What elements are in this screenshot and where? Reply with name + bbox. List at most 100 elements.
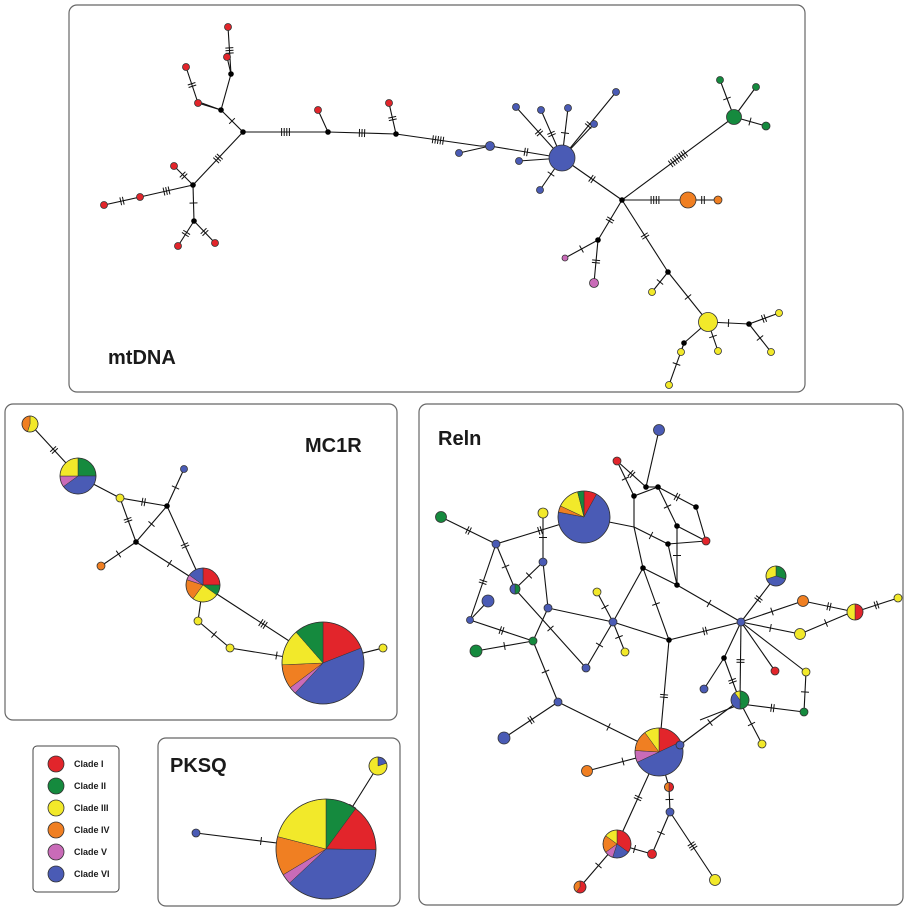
haplotype-node bbox=[665, 381, 673, 389]
median-vector-node bbox=[640, 565, 646, 571]
mutation-tick bbox=[171, 485, 180, 490]
mutation-tick bbox=[621, 476, 630, 481]
mutation-tick bbox=[526, 148, 529, 157]
mutation-tick bbox=[478, 581, 487, 585]
median-vector-node bbox=[746, 321, 752, 327]
mutation-tick bbox=[500, 626, 505, 635]
mutation-tick bbox=[214, 155, 222, 162]
mutation-tick bbox=[659, 696, 668, 699]
median-vector-node bbox=[674, 582, 680, 588]
haplotype-node bbox=[182, 63, 190, 71]
network-edge bbox=[676, 525, 707, 542]
mutation-tick bbox=[200, 227, 207, 235]
haplotype-pie-slice bbox=[509, 583, 516, 595]
haplotype-pie-slice bbox=[854, 603, 864, 621]
network-edge bbox=[440, 516, 497, 545]
haplotype-node bbox=[679, 191, 697, 209]
median-vector-node bbox=[666, 637, 672, 643]
mutation-tick bbox=[579, 245, 584, 253]
network-edge bbox=[740, 703, 805, 713]
haplotype-node bbox=[435, 511, 447, 523]
haplotype-pie-outline bbox=[281, 621, 365, 705]
mc1r-panel bbox=[4, 403, 398, 721]
mutation-tick bbox=[601, 604, 609, 610]
network-edge bbox=[119, 497, 168, 507]
haplotype-node bbox=[709, 874, 721, 886]
haplotype-node bbox=[797, 595, 809, 607]
haplotype-pie-outline bbox=[509, 583, 521, 595]
haplotype-node bbox=[512, 103, 520, 111]
network-edge bbox=[740, 621, 776, 672]
mutation-tick bbox=[119, 197, 123, 206]
haplotype-node bbox=[770, 666, 780, 676]
mtdna-title: mtDNA bbox=[108, 347, 176, 369]
haplotype-node bbox=[211, 239, 219, 247]
network-edge bbox=[469, 619, 534, 642]
legend-item: Clade III bbox=[47, 799, 109, 817]
mutation-tick bbox=[723, 96, 731, 101]
mutation-tick bbox=[560, 132, 570, 134]
mutation-tick bbox=[225, 47, 234, 49]
network-edge bbox=[667, 543, 678, 586]
mutation-tick bbox=[615, 635, 623, 639]
mutation-tick bbox=[216, 153, 224, 160]
mutation-tick bbox=[590, 176, 596, 184]
haplotype-node bbox=[648, 288, 656, 296]
mutation-tick bbox=[547, 171, 555, 177]
mutation-tick bbox=[503, 641, 506, 651]
haplotype-pie-outline bbox=[573, 880, 587, 894]
mutation-tick bbox=[682, 149, 689, 157]
mutation-tick bbox=[141, 497, 144, 506]
haplotype-node bbox=[665, 807, 675, 817]
mutation-tick bbox=[525, 572, 533, 579]
network-edge bbox=[612, 621, 670, 641]
median-vector-node bbox=[643, 484, 649, 490]
mutation-tick bbox=[467, 527, 472, 535]
mutation-tick bbox=[212, 157, 220, 164]
haplotype-node bbox=[698, 312, 718, 332]
haplotype-node bbox=[564, 104, 572, 112]
mutation-tick bbox=[674, 155, 680, 163]
mutation-tick bbox=[258, 618, 264, 627]
mutation-tick bbox=[748, 117, 752, 126]
mutation-tick bbox=[760, 315, 765, 323]
network-edge bbox=[616, 460, 647, 488]
mutation-tick bbox=[51, 447, 59, 455]
median-vector-node bbox=[595, 237, 601, 243]
haplotype-pie-outline bbox=[846, 603, 864, 621]
haplotype-node bbox=[620, 647, 630, 657]
mutation-tick bbox=[225, 49, 234, 52]
mutation-tick bbox=[498, 626, 503, 635]
mutation-tick bbox=[876, 600, 880, 609]
haplotype-node bbox=[224, 23, 232, 31]
legend-swatch-clade-1 bbox=[47, 755, 65, 773]
mutation-tick bbox=[143, 498, 146, 507]
mutation-tick bbox=[706, 599, 712, 608]
mutation-ticks bbox=[49, 47, 880, 869]
pksq-title: PKSQ bbox=[170, 755, 227, 777]
mutation-tick bbox=[148, 521, 155, 527]
mutation-tick bbox=[669, 158, 676, 166]
mutation-tick bbox=[605, 218, 614, 224]
network-edge bbox=[561, 91, 617, 159]
mutation-tick bbox=[629, 471, 636, 479]
haplotype-node bbox=[515, 157, 523, 165]
legend-label: Clade V bbox=[74, 847, 107, 857]
haplotype-node bbox=[548, 144, 576, 172]
network-edge bbox=[185, 66, 199, 104]
mutation-tick bbox=[707, 718, 713, 727]
network-edge bbox=[621, 199, 669, 273]
mutation-tick bbox=[633, 797, 642, 802]
median-vector-node bbox=[240, 129, 246, 135]
median-vector-node bbox=[631, 493, 637, 499]
network-edge bbox=[458, 145, 491, 154]
mutation-tick bbox=[527, 717, 533, 725]
haplotype-node bbox=[485, 141, 495, 151]
network-edge bbox=[317, 109, 329, 133]
network-edge bbox=[739, 621, 742, 701]
median-vector-node bbox=[674, 523, 680, 529]
haplotype-node bbox=[481, 594, 495, 608]
mutation-tick bbox=[728, 677, 736, 682]
haplotype-node bbox=[536, 186, 544, 194]
mutation-tick bbox=[181, 232, 189, 238]
